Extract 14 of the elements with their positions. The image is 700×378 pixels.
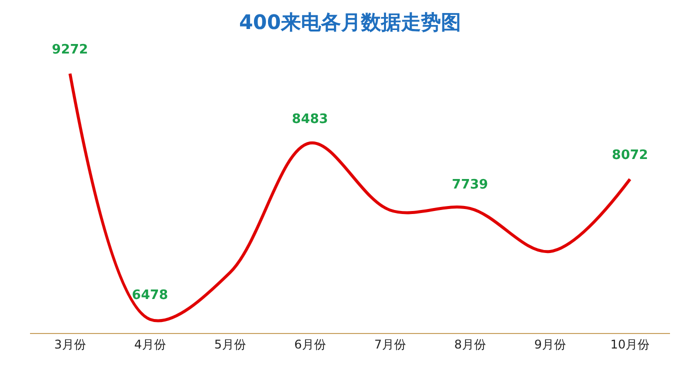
data-label: 7739 — [452, 177, 488, 192]
data-label: 8072 — [612, 148, 648, 164]
x-tick-label: 4月份 — [134, 337, 166, 352]
data-label: 6478 — [132, 288, 168, 304]
data-label: 9272 — [52, 42, 88, 58]
x-tick-label: 3月份 — [54, 337, 86, 352]
x-tick-label: 10月份 — [610, 337, 650, 352]
data-label: 8483 — [292, 112, 328, 127]
x-tick-label: 7月份 — [374, 337, 406, 352]
x-tick-label: 5月份 — [214, 337, 246, 352]
chart-title: 400来电各月数据走势图 — [239, 10, 461, 34]
x-tick-label: 8月份 — [454, 337, 486, 352]
x-tick-label: 6月份 — [294, 337, 326, 352]
x-tick-label: 9月份 — [534, 337, 566, 352]
